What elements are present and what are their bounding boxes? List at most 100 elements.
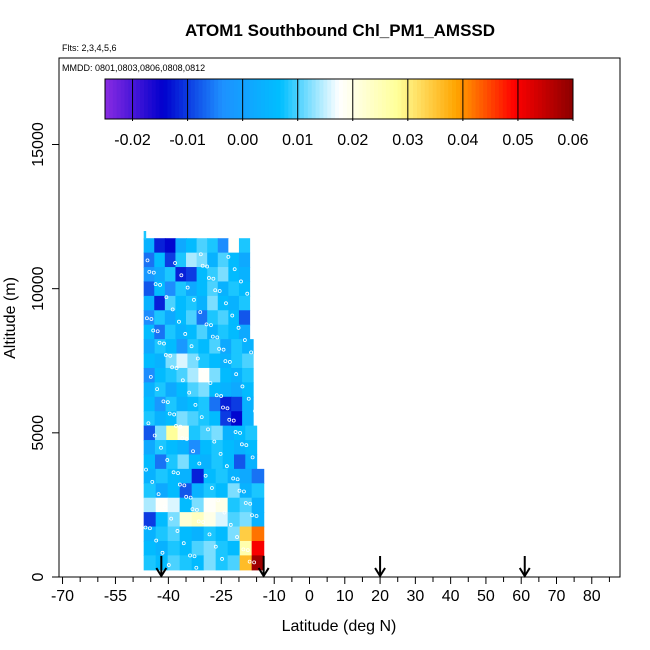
heatmap-cell <box>175 324 187 340</box>
heatmap-cell <box>215 468 229 484</box>
heatmap-cell <box>245 454 258 470</box>
sample-marker <box>241 547 246 552</box>
sample-marker <box>173 261 177 265</box>
colorbar-swatch <box>409 79 414 119</box>
sample-marker <box>242 338 247 342</box>
heatmap-cell <box>154 252 166 268</box>
sample-marker <box>236 325 241 330</box>
sample-marker <box>239 279 243 284</box>
heatmap-cell <box>239 483 253 499</box>
sample-marker <box>226 255 231 259</box>
sample-marker <box>168 353 173 358</box>
colorbar-swatch <box>323 79 328 119</box>
heatmap-cell <box>209 411 221 427</box>
sample-marker <box>224 464 229 469</box>
heatmap-cell <box>177 454 190 470</box>
sample-marker <box>194 565 199 570</box>
sample-marker <box>151 270 156 275</box>
sample-marker <box>200 263 205 268</box>
colorbar-swatch <box>245 79 250 119</box>
x-tick-label: 50 <box>477 588 495 605</box>
y-tick-label: 15000 <box>30 122 47 167</box>
heatmap-cell <box>251 483 265 499</box>
plot-frame <box>58 57 621 578</box>
colorbar-swatch <box>378 79 383 119</box>
colorbar-swatch <box>120 79 125 119</box>
sample-marker <box>183 332 188 336</box>
heatmap-cell <box>175 252 187 268</box>
heatmap-cell <box>154 310 166 326</box>
heatmap-cell <box>220 339 232 355</box>
colorbar-swatch <box>288 79 293 119</box>
heatmap-cell <box>228 310 240 326</box>
sample-marker <box>215 335 220 340</box>
heatmap-cell <box>155 540 169 556</box>
heatmap-cell <box>196 281 208 297</box>
colorbar-swatch <box>514 79 519 119</box>
x-tick-label: 40 <box>442 588 460 605</box>
sample-marker <box>202 368 207 373</box>
heatmap-cell <box>211 440 224 456</box>
colorbar-swatch <box>151 79 157 119</box>
sample-marker <box>199 415 204 420</box>
sample-marker <box>227 417 232 422</box>
heatmap-cell <box>191 483 205 499</box>
heatmap-cell <box>234 440 246 456</box>
heatmap-cell <box>198 411 210 427</box>
heatmap-cell <box>164 310 177 326</box>
sample-marker <box>164 295 169 300</box>
heatmap-cell <box>227 497 241 513</box>
sample-marker <box>222 510 227 515</box>
profile-arrow <box>374 556 386 578</box>
sample-marker <box>253 409 257 413</box>
heatmap-cell <box>176 339 189 355</box>
heatmap-cell <box>175 310 187 326</box>
heatmap-cell <box>227 468 241 484</box>
colorbar-swatch <box>569 79 574 119</box>
heatmap-cell <box>179 512 193 528</box>
heatmap-cell <box>242 367 254 383</box>
heatmap-cell <box>165 353 178 369</box>
sample-marker <box>193 402 198 407</box>
heatmap-cell <box>176 367 189 383</box>
sample-marker <box>250 455 255 460</box>
colorbar-swatch <box>198 79 203 119</box>
sample-marker <box>239 442 244 447</box>
colorbar-tick-label: -0.01 <box>169 132 206 149</box>
sample-marker <box>219 394 224 398</box>
heatmap-cell <box>228 295 240 311</box>
sample-marker <box>170 365 175 370</box>
heatmap-cell <box>198 367 210 383</box>
sample-marker <box>195 507 199 512</box>
heatmap-cell <box>155 497 169 513</box>
colorbar-tick-label: -0.02 <box>114 132 151 149</box>
sample-marker <box>217 289 222 293</box>
sample-marker <box>210 334 215 339</box>
colorbar-swatch <box>467 79 473 119</box>
colorbar-swatch <box>374 79 379 119</box>
colorbar-swatch <box>417 79 422 119</box>
sample-marker <box>177 482 182 487</box>
sample-markers <box>143 252 260 570</box>
heatmap-cell <box>187 353 199 369</box>
heatmap-cell <box>143 540 157 556</box>
sample-marker <box>216 498 221 503</box>
heatmap-cell <box>207 238 219 254</box>
heatmap-cell <box>251 540 265 556</box>
colorbar-swatch <box>530 79 535 119</box>
colorbar-swatch <box>366 79 371 119</box>
colorbar-swatch <box>362 79 367 119</box>
heatmap-cell <box>203 555 217 571</box>
sample-marker <box>237 488 242 493</box>
colorbar-swatch <box>105 79 110 119</box>
heatmap-cell <box>239 468 253 484</box>
heatmap-cell <box>242 353 254 369</box>
colorbar-swatch <box>561 79 566 119</box>
heatmap-cell <box>242 396 254 412</box>
colorbar-swatch <box>534 79 539 119</box>
sample-marker <box>184 437 189 441</box>
colorbar-swatch <box>202 79 207 119</box>
sample-marker <box>154 538 159 543</box>
heatmap-cell <box>186 281 198 297</box>
heatmap-cell <box>167 540 181 556</box>
